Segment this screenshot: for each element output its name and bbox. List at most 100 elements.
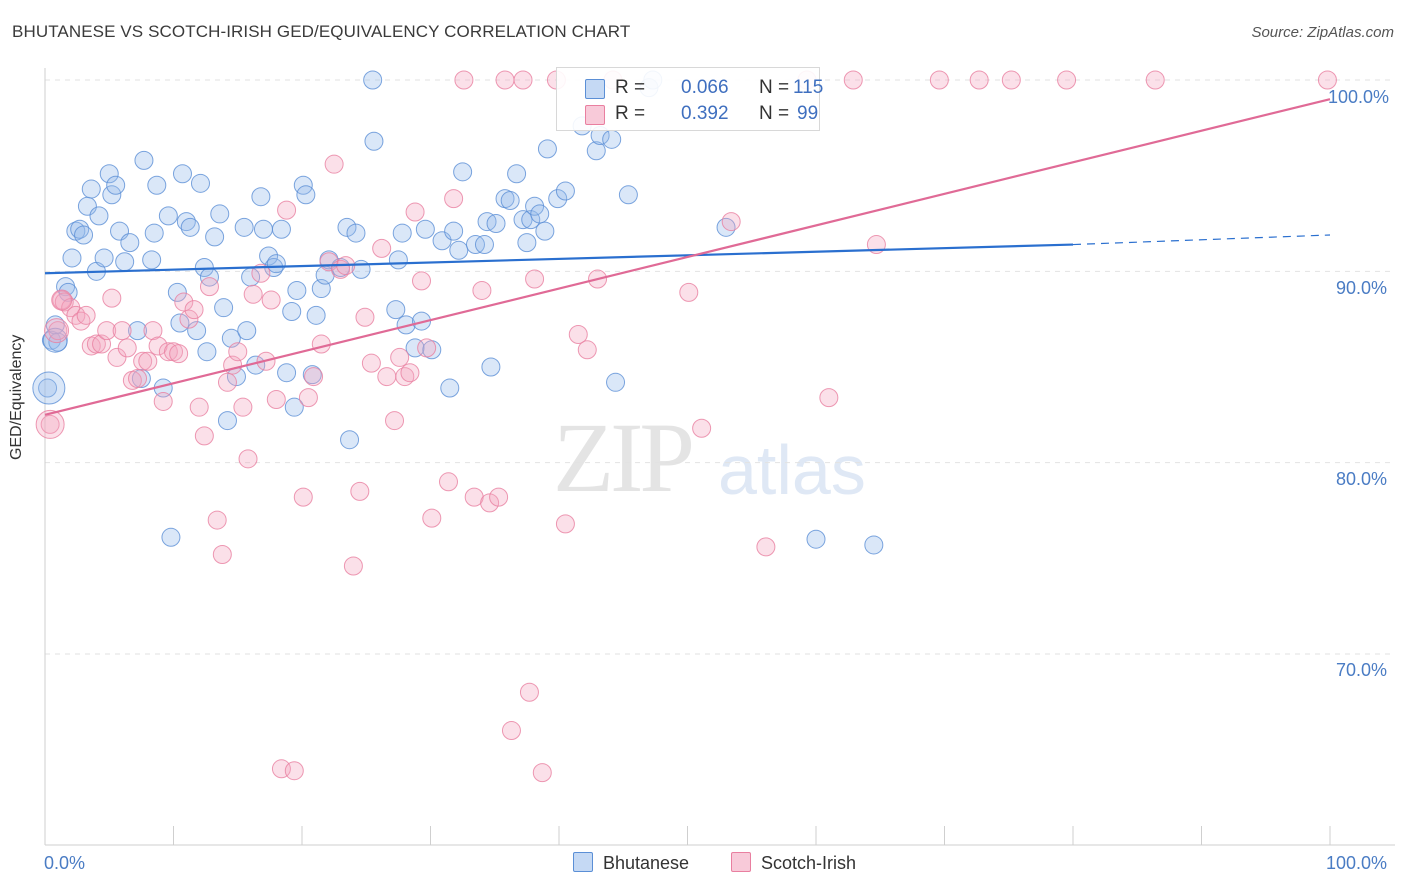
scotch-irish-point [102, 288, 122, 308]
bhutanese-point [205, 227, 225, 247]
scotch-irish-point [343, 556, 363, 576]
bhutanese-point [32, 371, 66, 405]
scotch-irish-point [405, 202, 425, 222]
bhutanese-point [306, 305, 326, 325]
x-tick-label: 0.0% [44, 853, 86, 873]
bhutanese-point [388, 250, 408, 270]
scotch-irish-point [189, 397, 209, 417]
bhutanese-point [277, 363, 297, 383]
bhutanese-point [386, 300, 406, 320]
scotch-irish-point [350, 481, 370, 501]
scotch-irish-point [555, 514, 575, 534]
bhutanese-point [474, 235, 494, 255]
bhutanese-point [62, 248, 82, 268]
scotch-irish-point [377, 367, 397, 387]
bhutanese-point [180, 217, 200, 237]
bhutanese-point [190, 173, 210, 193]
scotch-irish-point [577, 340, 597, 360]
bhutanese-point [517, 233, 537, 253]
chart-title: BHUTANESE VS SCOTCH-IRISH GED/EQUIVALENC… [12, 22, 631, 41]
y-tick-label: 100.0% [1328, 87, 1390, 107]
scotch-irish-point [721, 212, 741, 232]
y-tick-label: 70.0% [1336, 660, 1388, 680]
bhutanese-point [606, 372, 626, 392]
bhutanese-point [115, 252, 135, 272]
legend-r-key: R = [615, 103, 646, 124]
stats-legend: R = 0.066 N = 115 R = 0.392 N = 99 [556, 67, 823, 131]
legend-n-key: N = [759, 103, 790, 124]
scotch-irish-point [207, 510, 227, 530]
scotch-irish-point [679, 282, 699, 302]
scotch-irish-point [519, 682, 539, 702]
scotch-irish-point [1145, 70, 1165, 90]
bhutanese-point [187, 321, 207, 341]
scotch-irish-point [372, 238, 392, 258]
bhutanese-point [237, 321, 257, 341]
scotch-irish-point [233, 397, 253, 417]
trend-lines [44, 98, 1331, 416]
scotch-irish-point [277, 200, 297, 220]
scotch-irish-point [525, 269, 545, 289]
watermark-zip: ZIP [553, 402, 695, 513]
scotch-irish-point [97, 321, 117, 341]
scotch-irish-point [194, 426, 214, 446]
watermark-atlas: atlas [718, 431, 866, 509]
bhutanese-point [120, 233, 140, 253]
scotch-irish-point [843, 70, 863, 90]
scotch-irish-point [174, 292, 194, 312]
scotch-irish-point [169, 344, 189, 364]
scotch-irish-point [71, 311, 91, 331]
scotch-irish-point [361, 353, 381, 373]
legend-swatch-blue [573, 852, 593, 872]
scotch-irish-point [243, 284, 263, 304]
scotch-irish-point [112, 321, 132, 341]
bhutanese-point [453, 162, 473, 182]
bhutanese-point [74, 225, 94, 245]
scotch-irish-point [355, 307, 375, 327]
y-tick-label: 90.0% [1336, 278, 1388, 298]
bhutanese-point [234, 217, 254, 237]
bhutanese-point [535, 221, 555, 241]
bhutanese-point [144, 223, 164, 243]
bhutanese-point [128, 321, 148, 341]
bhutanese-point [259, 246, 279, 266]
legend-n-value: 99 [797, 103, 819, 124]
bhutanese-point [251, 187, 271, 207]
scotch-irish-point [1317, 70, 1337, 90]
bhutanese-point [444, 221, 464, 241]
scotch-irish-point [501, 721, 521, 741]
trend-line-scotch-irish [44, 98, 1331, 416]
scotch-irish-point [284, 761, 304, 781]
scotch-irish-point [422, 508, 442, 528]
bhutanese-point [253, 219, 273, 239]
scotch-irish-point [1001, 70, 1021, 90]
bhutanese-point [415, 219, 435, 239]
bhutanese-point [602, 129, 622, 149]
bhutanese-point [284, 397, 304, 417]
bhutanese-point [161, 527, 181, 547]
legend-swatch-blue [585, 79, 605, 99]
bhutanese-point [266, 254, 286, 274]
bhutanese-point [481, 357, 501, 377]
bhutanese-point [618, 185, 638, 205]
bhutanese-point [102, 185, 122, 205]
bhutanese-point [440, 378, 460, 398]
scotch-irish-point [266, 390, 286, 410]
bhutanese-point [555, 181, 575, 201]
bhutanese-point [41, 330, 61, 350]
bhutanese-point [864, 535, 884, 555]
scotch-irish-point [438, 472, 458, 492]
bhutanese-point [210, 204, 230, 224]
bhutanese-point [287, 280, 307, 300]
bhutanese-point [806, 529, 826, 549]
legend-swatch-pink [585, 105, 605, 125]
bhutanese-point [271, 219, 291, 239]
legend-r-key: R = [615, 77, 646, 98]
bhutanese-point [158, 206, 178, 226]
bhutanese-point [99, 164, 119, 184]
scotch-irish-point [51, 289, 73, 311]
scotch-irish-point [444, 189, 464, 209]
scotch-irish-point [66, 305, 86, 325]
bhutanese-point [363, 70, 383, 90]
